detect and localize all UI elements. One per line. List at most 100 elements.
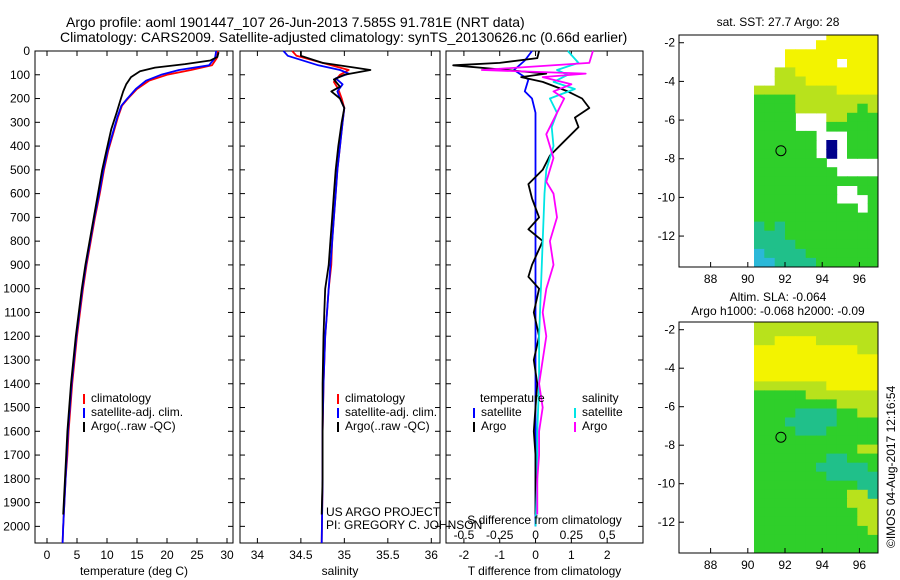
- sla_map-x-tick-label: 92: [778, 558, 792, 572]
- sst_map-cell: [847, 130, 858, 141]
- sst_map-cell: [785, 185, 796, 196]
- sla_map-cell: [795, 525, 807, 536]
- sst_map-cell: [795, 94, 807, 105]
- sst_map-cell: [826, 58, 838, 68]
- sst_map-cell: [847, 230, 858, 241]
- sla_map-cell: [816, 453, 827, 464]
- difference-series-line-1: [452, 50, 591, 515]
- sst_map-cell: [867, 185, 878, 196]
- sst_map-cell: [857, 35, 869, 41]
- sla_map-cell: [867, 426, 878, 437]
- sla_map-cell: [795, 372, 807, 382]
- sla_map-cell: [847, 363, 858, 373]
- depth-tick-label: 2000: [3, 519, 30, 533]
- sst_map-cell: [836, 103, 848, 114]
- sla_map-cell: [785, 322, 796, 328]
- sla_map-cell: [754, 372, 765, 382]
- sst_map-cell: [774, 257, 786, 267]
- sla_map-cell: [785, 408, 796, 419]
- sla_map-cell: [867, 507, 878, 518]
- sst_map-cell: [816, 257, 827, 267]
- sst_map-cell: [795, 85, 807, 96]
- sst_map-cell: [764, 112, 776, 123]
- chart-title-line2: Climatology: CARS2009. Satellite-adjuste…: [60, 29, 628, 45]
- sla_map-cell: [795, 462, 807, 473]
- sla_map-cell: [774, 525, 786, 536]
- sla_map-cell: [816, 345, 827, 355]
- sla_map-cell: [847, 534, 858, 545]
- sla_map-cell: [764, 322, 776, 328]
- sla_map-cell: [816, 489, 827, 500]
- sla_map-cell: [785, 354, 796, 364]
- sla_map-y-tick-label: -10: [658, 477, 676, 491]
- sla_map-cell: [836, 525, 848, 536]
- sla_map-cell: [805, 507, 817, 518]
- sla_map-cell: [764, 426, 776, 437]
- sst_map-cell: [867, 76, 878, 87]
- sla_map-cell: [795, 399, 807, 409]
- sla_map-cell: [847, 516, 858, 527]
- sla_map-cell: [774, 336, 786, 346]
- depth-tick-label: 1000: [3, 282, 30, 296]
- sla_map-cell: [836, 390, 848, 400]
- sst_map-cell: [857, 221, 869, 232]
- sla_map-cell: [867, 381, 878, 391]
- sla_map-cell: [805, 516, 817, 527]
- sst_map-cell: [754, 85, 765, 96]
- sla_map-cell: [847, 408, 858, 419]
- sst_map-cell: [857, 85, 869, 96]
- sla_map-cell: [816, 408, 827, 419]
- sla_map-cell: [857, 489, 869, 500]
- sla_map-cell: [816, 544, 827, 553]
- sla_map-cell: [805, 322, 817, 328]
- sla_map-cell: [795, 498, 807, 509]
- sla_map-cell: [816, 399, 827, 409]
- sla_map-cell: [836, 426, 848, 437]
- sst_map-cell: [836, 176, 848, 186]
- sst_map-cell: [816, 94, 827, 105]
- sst_map-cell: [826, 112, 838, 123]
- sla_map-cell: [795, 426, 807, 437]
- sst_map-cell: [857, 67, 869, 78]
- sla_map-cell: [785, 480, 796, 491]
- sst_map-cell: [847, 140, 858, 150]
- sla_map-cell: [805, 399, 817, 409]
- sst_map-cell: [816, 85, 827, 96]
- sla_map-cell: [774, 363, 786, 373]
- sla_map-cell: [805, 345, 817, 355]
- sst_map-x-tick-label: 96: [853, 272, 867, 286]
- salinity-series-line-0: [291, 50, 350, 544]
- sla_map-cell: [774, 453, 786, 464]
- sst_map-cell: [836, 49, 848, 59]
- sst_map-cell: [816, 67, 827, 78]
- temperature-x-tick-label: 15: [130, 548, 144, 562]
- sst_map-cell: [805, 221, 817, 232]
- sla_map-cell: [764, 516, 776, 527]
- sst_map-cell: [867, 176, 878, 186]
- sst_map-cell: [754, 130, 765, 141]
- sst_map-cell: [867, 221, 878, 232]
- sla_map-cell: [795, 489, 807, 500]
- sst_map-cell: [867, 248, 878, 259]
- sst_map-cell: [774, 121, 786, 132]
- sst_map-cell: [795, 203, 807, 214]
- sla_map-cell: [774, 322, 786, 328]
- sst_map-cell: [836, 85, 848, 96]
- sst_map-cell: [857, 94, 869, 105]
- sst_map-y-tick-label: -6: [664, 113, 675, 127]
- sst_map-cell: [785, 221, 796, 232]
- sst_map-cell: [774, 140, 786, 150]
- sst_map-cell: [785, 67, 796, 78]
- sla_map-cell: [816, 498, 827, 509]
- sst_map-cell: [805, 194, 817, 205]
- sla_map-y-tick-label: -6: [664, 400, 675, 414]
- sst_map-cell: [847, 112, 858, 123]
- sla_map-cell: [816, 363, 827, 373]
- depth-tick-label: 300: [10, 115, 30, 129]
- sst_map-cell: [785, 239, 796, 250]
- sla_map-cell: [795, 408, 807, 419]
- sla_map-cell: [836, 408, 848, 419]
- sla_map-x-tick-label: 90: [741, 558, 755, 572]
- sla_map-cell: [857, 444, 869, 455]
- sst_map-y-tick-label: -2: [664, 36, 675, 50]
